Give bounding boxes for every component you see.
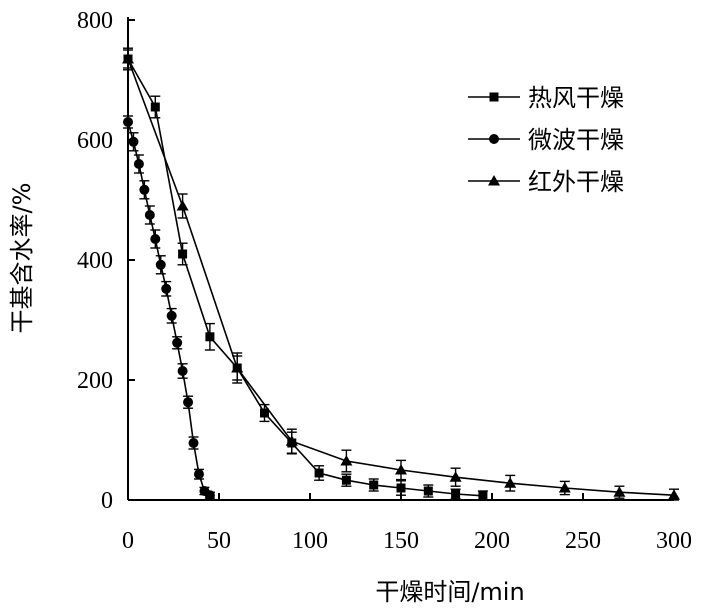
series-0-point-10 <box>396 483 406 493</box>
series-1-point-7 <box>161 283 172 294</box>
legend-label-1: 微波干燥 <box>528 126 624 154</box>
series-2-point-3 <box>285 435 298 446</box>
series-1-point-12 <box>188 438 199 448</box>
series-1-line <box>127 121 211 496</box>
legend-label-0: 热风干燥 <box>528 84 624 112</box>
series-2-point-5 <box>395 464 407 475</box>
series-1-point-11 <box>183 397 194 408</box>
series-2 <box>122 49 680 501</box>
series-1-point-13 <box>193 469 204 480</box>
series-2-point-7 <box>504 477 517 488</box>
legend-label-2: 红外干燥 <box>528 168 624 196</box>
x-tick-label-5: 250 <box>565 528 601 554</box>
series-2-point-0 <box>122 53 134 64</box>
series-0-point-1 <box>150 102 160 112</box>
series-2-point-8 <box>558 482 571 493</box>
series-0-point-9 <box>369 480 379 490</box>
series-2-point-9 <box>613 486 626 497</box>
legend-marker-0 <box>489 92 499 102</box>
series-0-point-7 <box>314 468 324 478</box>
series-1-point-6 <box>155 259 166 270</box>
x-tick-label-6: 300 <box>656 528 692 554</box>
series-0-point-8 <box>341 475 351 485</box>
x-tick-label-1: 50 <box>207 528 231 554</box>
series-1-point-15 <box>204 490 215 501</box>
series-1-point-5 <box>150 234 161 244</box>
x-tick-label-4: 200 <box>474 528 510 554</box>
y-tick-label-4: 800 <box>77 8 113 34</box>
series-0-point-2 <box>178 249 188 259</box>
series-0-point-13 <box>478 491 488 501</box>
series-0-point-12 <box>451 489 461 499</box>
series-1 <box>123 115 215 501</box>
series-0 <box>123 47 488 501</box>
series-2-point-1 <box>176 200 189 211</box>
x-ticks: 0 50 100 150 200 250 300 <box>122 493 692 554</box>
x-axis-title: 干燥时间/min <box>375 578 524 606</box>
series-1-point-4 <box>144 210 155 220</box>
series-0-line <box>127 58 483 497</box>
y-axis-title: 干基含水率/% <box>8 183 36 334</box>
series-0-point-11 <box>423 486 433 496</box>
series-0-point-3 <box>205 332 215 342</box>
plot-area <box>122 47 680 501</box>
y-ticks: 0 200 400 600 800 <box>77 8 135 514</box>
series-2-line <box>127 58 675 496</box>
legend-marker-2 <box>488 175 500 186</box>
series-2-point-4 <box>340 455 353 466</box>
series-1-point-2 <box>133 159 144 169</box>
y-tick-label-0: 0 <box>101 488 113 514</box>
y-tick-label-1: 200 <box>77 368 113 394</box>
series-1-point-10 <box>177 366 188 376</box>
y-tick-label-3: 600 <box>77 128 113 154</box>
x-tick-label-3: 150 <box>383 528 419 554</box>
series-2-point-10 <box>668 489 680 500</box>
series-2-point-2 <box>231 362 244 373</box>
series-1-point-9 <box>172 337 183 348</box>
series-1-point-8 <box>166 310 177 321</box>
x-tick-label-0: 0 <box>122 528 134 554</box>
series-1-point-1 <box>128 136 139 147</box>
series-2-point-6 <box>449 471 462 482</box>
series-0-point-5 <box>260 408 269 418</box>
series-1-point-3 <box>139 184 150 195</box>
legend-marker-1 <box>489 134 499 144</box>
series-1-point-0 <box>123 117 133 127</box>
y-tick-label-2: 400 <box>77 248 113 274</box>
x-tick-label-2: 100 <box>292 528 328 554</box>
